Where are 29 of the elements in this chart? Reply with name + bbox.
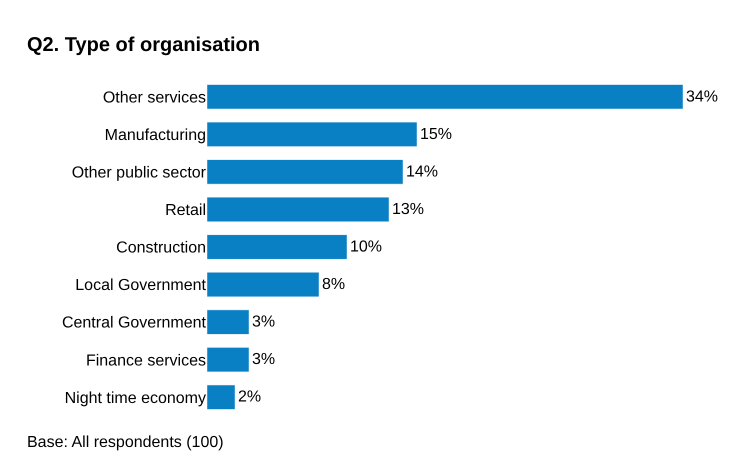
y-tick-label: Night time economy (64, 390, 206, 407)
bar (207, 384, 236, 410)
bar (207, 122, 418, 147)
data-label: 3% (252, 314, 276, 331)
y-tick-label: Construction (116, 240, 206, 257)
bar (207, 347, 250, 372)
bar (207, 272, 320, 298)
y-tick-label: Other services (102, 89, 206, 106)
y-tick-label: Retail (165, 202, 206, 220)
data-label: 34% (686, 88, 718, 106)
data-label: 15% (420, 126, 452, 143)
text: Base: All respondents (100) (27, 434, 224, 451)
data-label: 3% (252, 351, 276, 368)
data-label: 2% (238, 388, 262, 406)
bar (207, 234, 348, 260)
data-label: 10% (350, 238, 382, 256)
data-label: 8% (322, 276, 346, 294)
y-tick-label: Central Government (62, 314, 207, 332)
data-label: 14% (406, 163, 438, 180)
bar (207, 84, 683, 110)
y-tick-label: Finance services (86, 352, 206, 370)
y-tick-label: Manufacturing (104, 126, 206, 144)
y-tick-label: Other public sector (72, 164, 207, 182)
data-label: 13% (392, 200, 424, 218)
chart-title: Q2. Type of organisation (27, 34, 260, 56)
bar (207, 196, 390, 222)
bar (207, 310, 250, 335)
y-tick-label: Local Government (75, 277, 207, 294)
bar (207, 159, 404, 184)
